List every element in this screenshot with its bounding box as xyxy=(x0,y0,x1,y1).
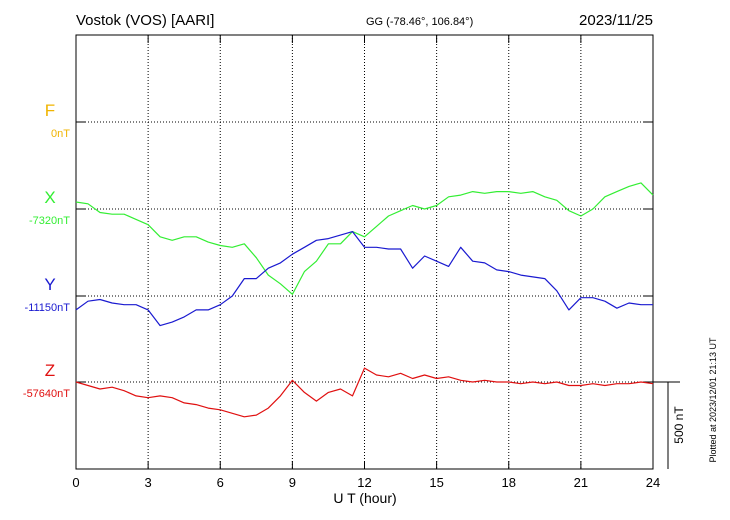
grid xyxy=(76,35,653,469)
plot-date: 2023/11/25 xyxy=(579,12,653,29)
x-tick-label: 15 xyxy=(429,475,443,490)
series-line-y xyxy=(75,231,653,327)
x-tick-label: 3 xyxy=(145,475,152,490)
x-tick-label: 6 xyxy=(217,475,224,490)
x-tick-label: 18 xyxy=(502,475,516,490)
x-tick-label: 21 xyxy=(574,475,588,490)
geo-coordinates: GG (-78.46°, 106.84°) xyxy=(366,16,473,28)
series-baseline-x: -7320nT xyxy=(29,215,70,227)
series-lines xyxy=(75,182,654,418)
series-line-x xyxy=(75,182,654,295)
x-axis-label: U T (hour) xyxy=(333,490,396,506)
series-name-f: F xyxy=(45,101,55,120)
plotted-at-note: Plotted at 2023/12/01 21:13 UT xyxy=(708,337,718,463)
x-tick-label: 24 xyxy=(646,475,660,490)
series-baseline-z: -57640nT xyxy=(23,388,70,400)
x-tick-label: 0 xyxy=(72,475,79,490)
series-line-z xyxy=(75,367,654,418)
series-baseline-f: 0nT xyxy=(51,128,70,140)
series-baseline-y: -11150nT xyxy=(25,302,71,314)
series-labels: F 0nT X -7320nT Y -11150nT Z -57640nT xyxy=(23,101,70,400)
scale-bar-label: 500 nT xyxy=(672,406,686,444)
x-axis-ticks: 0 3 6 9 12 15 18 21 24 xyxy=(72,35,660,490)
series-name-y: Y xyxy=(44,275,55,294)
series-name-z: Z xyxy=(45,361,55,380)
x-tick-label: 12 xyxy=(357,475,371,490)
scale-bar: 500 nT xyxy=(653,381,686,469)
series-name-x: X xyxy=(44,188,55,207)
station-title: Vostok (VOS) [AARI] xyxy=(76,12,214,29)
x-tick-label: 9 xyxy=(289,475,296,490)
